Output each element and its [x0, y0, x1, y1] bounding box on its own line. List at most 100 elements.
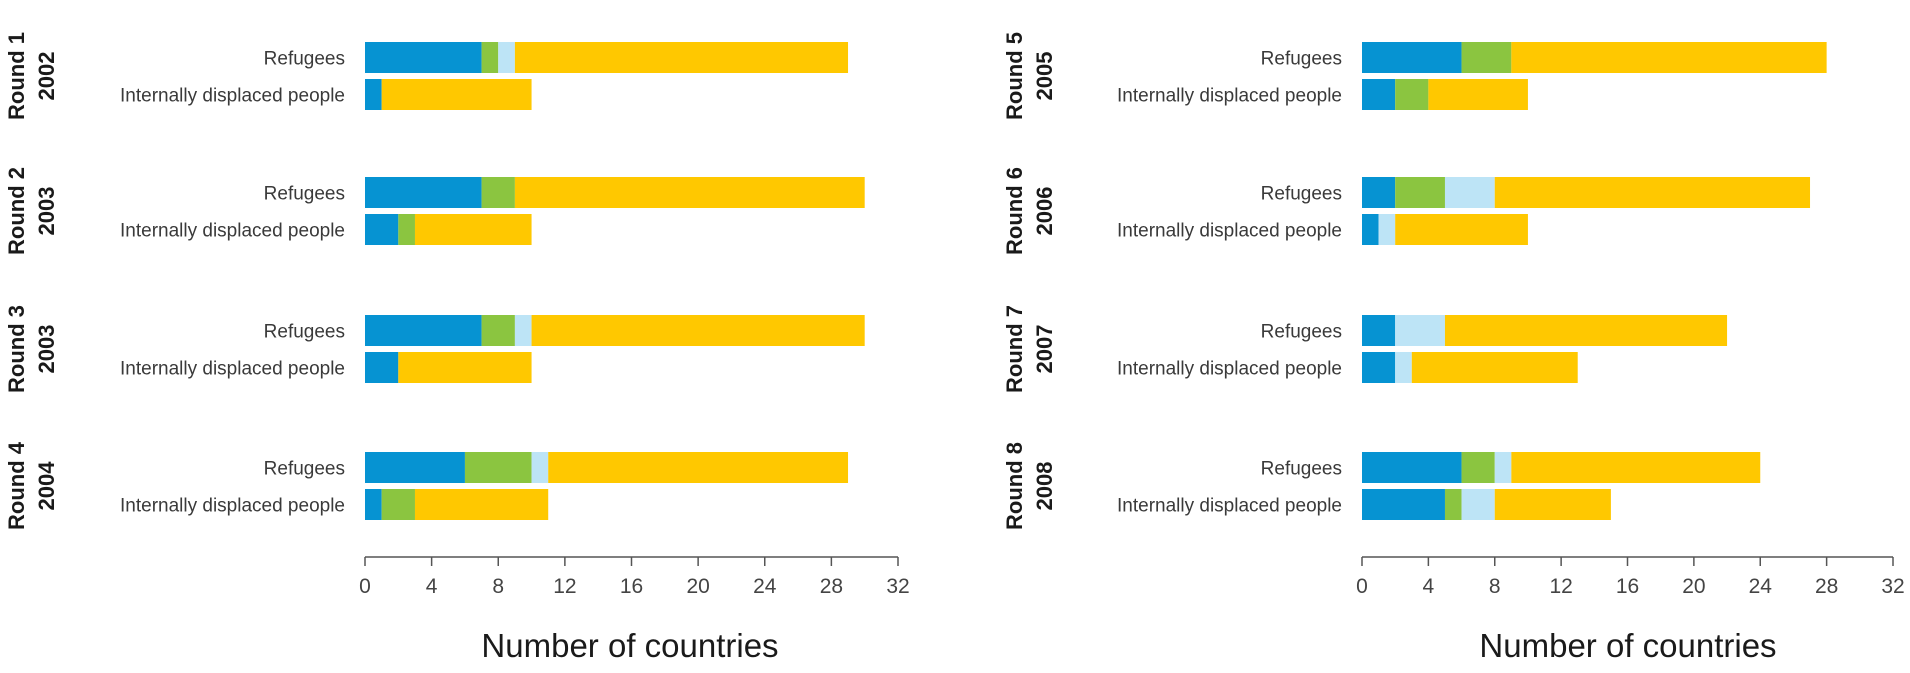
round-label: Round 1	[4, 32, 29, 120]
bar-segment	[1395, 177, 1445, 208]
x-tick-label: 0	[1356, 575, 1368, 598]
bar-segment	[514, 177, 865, 208]
category-label: Internally displaced people	[120, 359, 345, 380]
round-label: Round 2	[4, 167, 29, 255]
category-label: Internally displaced people	[1117, 86, 1342, 107]
bar-segment	[1395, 352, 1412, 383]
chart-panel-1: Round 1 2002 Refugees Internally displaced …	[4, 32, 910, 664]
round-label: Round 3	[4, 305, 29, 393]
x-axis-title: Number of countries	[481, 627, 778, 664]
bar-segment	[1511, 42, 1827, 73]
bar-segment	[365, 452, 465, 483]
x-tick-label: 0	[359, 575, 371, 598]
bar-segment	[531, 315, 865, 346]
bar-group: Round 1 2002 Refugees Internally displaced …	[4, 32, 849, 120]
x-tick-label: 16	[620, 575, 643, 598]
bar-segment	[1444, 489, 1462, 520]
bar-segment	[1378, 214, 1396, 245]
year-label: 2007	[1032, 325, 1057, 374]
bar-segment	[365, 214, 399, 245]
bar-segment	[531, 452, 549, 483]
bar-segment	[1494, 177, 1811, 208]
bar-segment	[1395, 315, 1445, 346]
bar-segment	[1362, 315, 1396, 346]
bar-segment	[365, 352, 399, 383]
round-label: Round 7	[1002, 305, 1027, 393]
bar-segment	[398, 352, 532, 383]
year-label: 2002	[34, 52, 59, 101]
bar-segment	[1362, 214, 1379, 245]
round-label: Round 4	[4, 441, 29, 530]
category-label: Refugees	[1261, 459, 1342, 480]
x-tick-label: 8	[492, 575, 504, 598]
x-tick-label: 12	[553, 575, 576, 598]
category-label: Refugees	[264, 184, 345, 205]
bar-segment	[514, 42, 849, 73]
bar-segment	[365, 177, 482, 208]
bar-segment	[514, 315, 532, 346]
category-label: Refugees	[1261, 49, 1342, 70]
category-label: Internally displaced people	[120, 86, 345, 107]
year-label: 2004	[34, 461, 59, 511]
category-label: Internally displaced people	[120, 496, 345, 517]
bar-group: Round 8 2008 Refugees Internally displaced …	[1002, 442, 1761, 530]
category-label: Internally displaced people	[120, 221, 345, 242]
x-tick-label: 24	[1749, 575, 1773, 598]
bar-segment	[1444, 315, 1728, 346]
bar-segment	[498, 42, 515, 73]
x-tick-label: 28	[820, 575, 843, 598]
bar-segment	[1494, 452, 1512, 483]
round-label: Round 5	[1002, 32, 1027, 120]
bar-segment	[1461, 489, 1495, 520]
bar-segment	[1362, 352, 1396, 383]
bar-segment	[1395, 79, 1429, 110]
bar-segment	[365, 42, 482, 73]
year-label: 2003	[34, 187, 59, 236]
x-axis-title: Number of countries	[1479, 627, 1776, 664]
x-tick-label: 16	[1616, 575, 1639, 598]
bar-segment	[398, 214, 415, 245]
round-label: Round 6	[1002, 167, 1027, 255]
bar-segment	[1428, 79, 1528, 110]
bar-group: Round 3 2003 Refugees Internally displaced …	[4, 305, 865, 393]
bar-group: Round 7 2007 Refugees Internally displaced …	[1002, 305, 1728, 393]
bar-segment	[481, 315, 515, 346]
bar-segment	[1494, 489, 1611, 520]
x-tick-label: 28	[1815, 575, 1838, 598]
bar-segment	[1511, 452, 1761, 483]
category-label: Internally displaced people	[1117, 221, 1342, 242]
year-label: 2005	[1032, 52, 1057, 101]
bar-segment	[365, 489, 382, 520]
category-label: Refugees	[1261, 322, 1342, 343]
x-tick-label: 32	[886, 575, 909, 598]
chart-panel-2: Round 5 2005 Refugees Internally displaced …	[1002, 32, 1905, 664]
bar-segment	[481, 177, 515, 208]
bar-segment	[481, 42, 499, 73]
category-label: Refugees	[1261, 184, 1342, 205]
category-label: Internally displaced people	[1117, 496, 1342, 517]
x-tick-label: 24	[753, 575, 777, 598]
bar-segment	[464, 452, 532, 483]
x-tick-label: 20	[686, 575, 709, 598]
bar-segment	[1444, 177, 1495, 208]
bar-segment	[414, 214, 532, 245]
x-tick-label: 4	[1423, 575, 1435, 598]
category-label: Internally displaced people	[1117, 359, 1342, 380]
category-label: Refugees	[264, 49, 345, 70]
category-label: Refugees	[264, 322, 345, 343]
bar-group: Round 6 2006 Refugees Internally displaced …	[1002, 167, 1811, 255]
year-label: 2006	[1032, 187, 1057, 236]
bar-segment	[1362, 42, 1462, 73]
x-tick-label: 20	[1682, 575, 1705, 598]
x-tick-label: 12	[1549, 575, 1572, 598]
bar-segment	[548, 452, 849, 483]
bar-segment	[1461, 452, 1495, 483]
bar-group: Round 4 2004 Refugees Internally displaced …	[4, 441, 849, 530]
bar-group: Round 5 2005 Refugees Internally displaced …	[1002, 32, 1827, 120]
bar-segment	[381, 79, 532, 110]
bar-segment	[1362, 489, 1445, 520]
x-tick-label: 32	[1881, 575, 1904, 598]
year-label: 2008	[1032, 462, 1057, 511]
x-tick-label: 4	[426, 575, 438, 598]
